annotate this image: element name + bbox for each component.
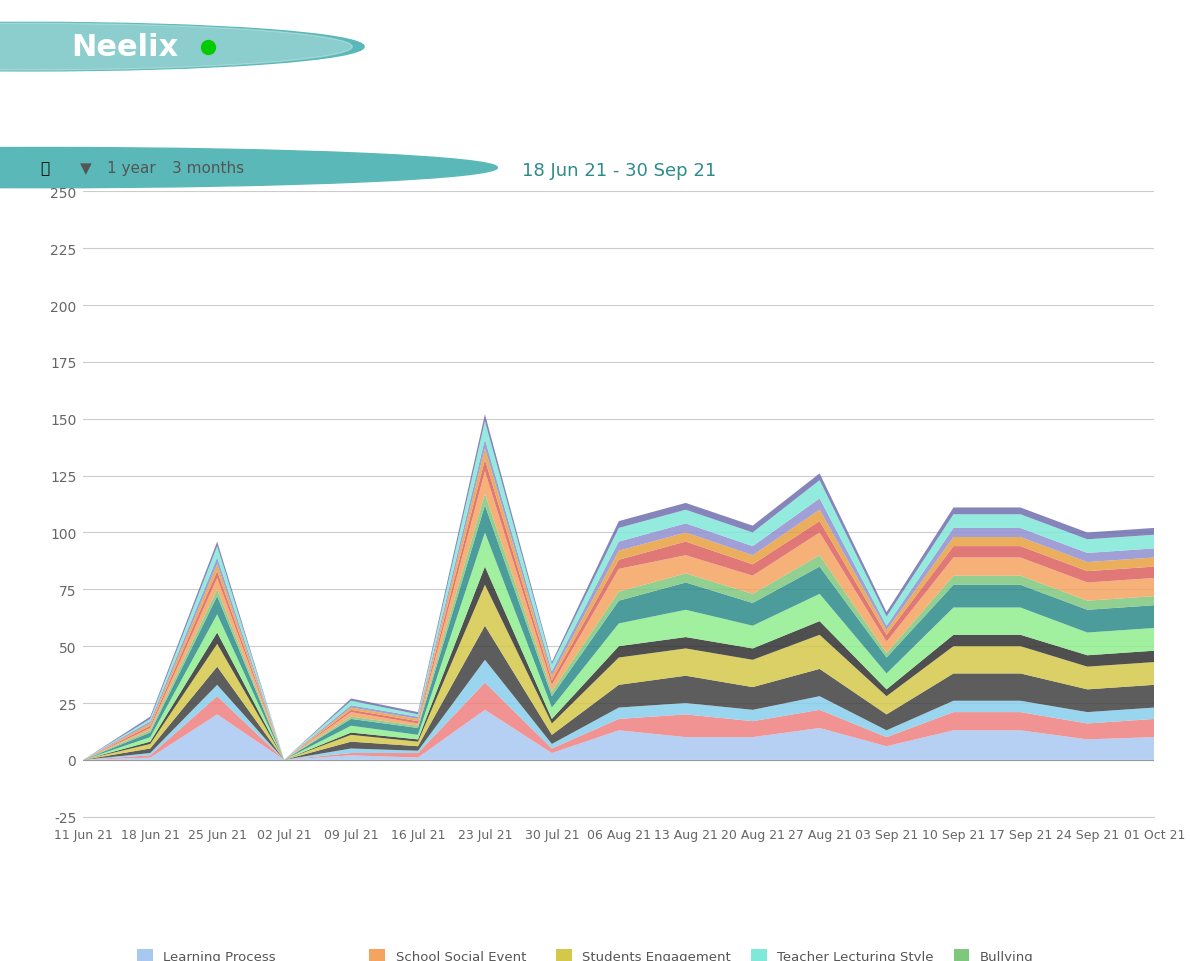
Circle shape <box>0 23 364 72</box>
Legend: Learning Process, Students Class Participation, Classroom Culture, School Social: Learning Process, Students Class Partici… <box>131 944 1107 961</box>
Text: 1 year: 1 year <box>107 160 155 176</box>
Text: Infographics : Category: Infographics : Category <box>393 101 797 130</box>
Text: ▼: ▼ <box>80 160 92 176</box>
Circle shape <box>0 148 497 188</box>
Circle shape <box>0 24 352 71</box>
Text: Neelix: Neelix <box>71 33 178 62</box>
Circle shape <box>762 24 1190 71</box>
Text: 📊: 📊 <box>40 160 50 176</box>
Text: 3 months: 3 months <box>173 160 244 176</box>
Title: 18 Jun 21 - 30 Sep 21: 18 Jun 21 - 30 Sep 21 <box>521 161 716 180</box>
